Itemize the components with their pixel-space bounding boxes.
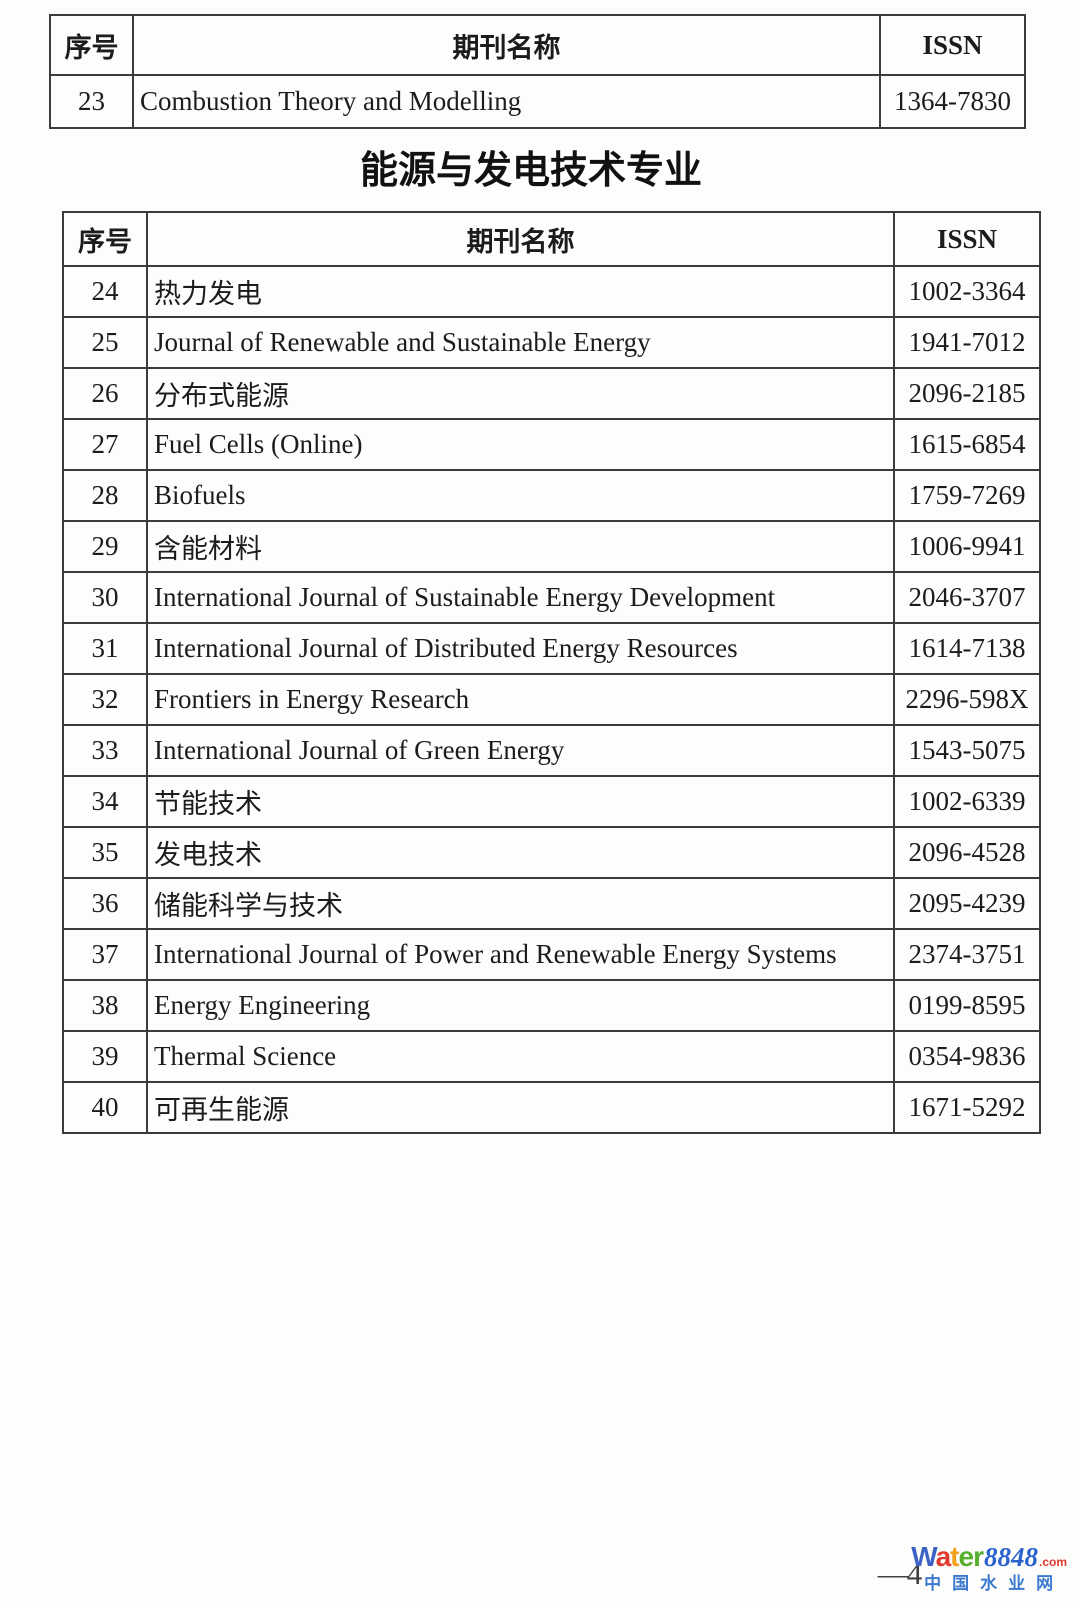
table-row: 23 Combustion Theory and Modelling 1364-… xyxy=(49,74,1026,129)
issn-cell: 2096-2185 xyxy=(893,367,1041,420)
table-row: 33 International Journal of Green Energy… xyxy=(62,724,1041,777)
issn-cell: 1002-6339 xyxy=(893,775,1041,828)
row-number-cell: 39 xyxy=(62,1030,148,1083)
table-row: 39 Thermal Science 0354-9836 xyxy=(62,1030,1041,1083)
brand-letter: r xyxy=(973,1540,984,1572)
page-number: —4 xyxy=(877,1555,922,1591)
journal-name-cell: 含能材料 xyxy=(146,520,895,573)
issn-cell: 0354-9836 xyxy=(893,1030,1041,1083)
journal-name-cell: International Journal of Sustainable Ene… xyxy=(146,571,895,624)
table-row: 26 分布式能源 2096-2185 xyxy=(62,367,1041,420)
table-row: 31 International Journal of Distributed … xyxy=(62,622,1041,675)
issn-cell: 2046-3707 xyxy=(893,571,1041,624)
row-number-cell: 35 xyxy=(62,826,148,879)
row-number-cell: 34 xyxy=(62,775,148,828)
brand-letter: a xyxy=(935,1540,952,1572)
issn-cell: 2296-598X xyxy=(893,673,1041,726)
journal-name-cell: 节能技术 xyxy=(146,775,895,828)
journal-name-cell: Energy Engineering xyxy=(146,979,895,1032)
issn-cell: 2096-4528 xyxy=(893,826,1041,879)
row-number-cell: 32 xyxy=(62,673,148,726)
journal-table-continued: 序号 期刊名称 ISSN 23 Combustion Theory and Mo… xyxy=(49,14,1026,129)
table-row: 24 热力发电 1002-3364 xyxy=(62,265,1041,318)
table-row: 38 Energy Engineering 0199-8595 xyxy=(62,979,1041,1032)
journal-table-energy: 序号 期刊名称 ISSN 24 热力发电 1002-3364 25 Journa… xyxy=(62,211,1041,1134)
row-number-cell: 27 xyxy=(62,418,148,471)
table-row: 34 节能技术 1002-6339 xyxy=(62,775,1041,828)
table-header-row: 序号 期刊名称 ISSN xyxy=(62,211,1041,267)
watermark-site-name: 中国水业网 xyxy=(924,1573,1065,1593)
table-row: 35 发电技术 2096-4528 xyxy=(62,826,1041,879)
row-number-cell: 26 xyxy=(62,367,148,420)
journal-name-cell: 热力发电 xyxy=(146,265,895,318)
journal-name-cell: Biofuels xyxy=(146,469,895,522)
brand-tld: .com xyxy=(1038,1554,1067,1569)
brand-number: 8848 xyxy=(983,1541,1038,1572)
journal-name-cell: International Journal of Green Energy xyxy=(146,724,895,777)
row-number-cell: 28 xyxy=(62,469,148,522)
watermark-brand: Water 8848 .com xyxy=(911,1540,1067,1572)
section-title: 能源与发电技术专业 xyxy=(359,150,702,192)
column-header-issn: ISSN xyxy=(893,211,1041,267)
issn-cell: 1671-5292 xyxy=(893,1081,1041,1134)
table-row: 32 Frontiers in Energy Research 2296-598… xyxy=(62,673,1041,726)
brand-letter: t xyxy=(950,1540,959,1572)
table-row: 25 Journal of Renewable and Sustainable … xyxy=(62,316,1041,369)
row-number-cell: 24 xyxy=(62,265,148,318)
table-row: 30 International Journal of Sustainable … xyxy=(62,571,1041,624)
issn-cell: 0199-8595 xyxy=(893,979,1041,1032)
row-number-cell: 23 xyxy=(49,74,134,129)
table-header-row: 序号 期刊名称 ISSN xyxy=(49,14,1026,76)
table-row: 36 储能科学与技术 2095-4239 xyxy=(62,877,1041,930)
column-header-issn: ISSN xyxy=(879,14,1026,76)
journal-name-cell: 发电技术 xyxy=(146,826,895,879)
table-row: 37 International Journal of Power and Re… xyxy=(62,928,1041,981)
issn-cell: 1364-7830 xyxy=(879,74,1026,129)
journal-name-cell: Frontiers in Energy Research xyxy=(146,673,895,726)
journal-name-cell: 可再生能源 xyxy=(146,1081,895,1134)
row-number-cell: 30 xyxy=(62,571,148,624)
page-footer: —4 Water 8848 .com 中国水业网 xyxy=(877,1540,1067,1594)
row-number-cell: 33 xyxy=(62,724,148,777)
table-row: 29 含能材料 1006-9941 xyxy=(62,520,1041,573)
row-number-cell: 36 xyxy=(62,877,148,930)
issn-cell: 1614-7138 xyxy=(893,622,1041,675)
column-header-no: 序号 xyxy=(49,14,134,76)
brand-letter: W xyxy=(911,1540,936,1572)
issn-cell: 1543-5075 xyxy=(893,724,1041,777)
issn-cell: 1002-3364 xyxy=(893,265,1041,318)
journal-name-cell: International Journal of Distributed Ene… xyxy=(146,622,895,675)
issn-cell: 1759-7269 xyxy=(893,469,1041,522)
journal-name-cell: International Journal of Power and Renew… xyxy=(146,928,895,981)
journal-name-cell: Thermal Science xyxy=(146,1030,895,1083)
row-number-cell: 40 xyxy=(62,1081,148,1134)
row-number-cell: 37 xyxy=(62,928,148,981)
column-header-name: 期刊名称 xyxy=(132,14,881,76)
issn-cell: 1941-7012 xyxy=(893,316,1041,369)
journal-name-cell: Fuel Cells (Online) xyxy=(146,418,895,471)
table-row: 28 Biofuels 1759-7269 xyxy=(62,469,1041,522)
journal-name-cell: 储能科学与技术 xyxy=(146,877,895,930)
issn-cell: 2374-3751 xyxy=(893,928,1041,981)
journal-name-cell: Journal of Renewable and Sustainable Ene… xyxy=(146,316,895,369)
journal-name-cell: 分布式能源 xyxy=(146,367,895,420)
watermark-logo: Water 8848 .com 中国水业网 xyxy=(911,1540,1067,1594)
row-number-cell: 29 xyxy=(62,520,148,573)
issn-cell: 1615-6854 xyxy=(893,418,1041,471)
row-number-cell: 38 xyxy=(62,979,148,1032)
row-number-cell: 31 xyxy=(62,622,148,675)
brand-letter: e xyxy=(958,1540,975,1572)
table-row: 40 可再生能源 1671-5292 xyxy=(62,1081,1041,1134)
issn-cell: 2095-4239 xyxy=(893,877,1041,930)
issn-cell: 1006-9941 xyxy=(893,520,1041,573)
row-number-cell: 25 xyxy=(62,316,148,369)
table-row: 27 Fuel Cells (Online) 1615-6854 xyxy=(62,418,1041,471)
journal-name-cell: Combustion Theory and Modelling xyxy=(132,74,881,129)
column-header-name: 期刊名称 xyxy=(146,211,895,267)
column-header-no: 序号 xyxy=(62,211,148,267)
